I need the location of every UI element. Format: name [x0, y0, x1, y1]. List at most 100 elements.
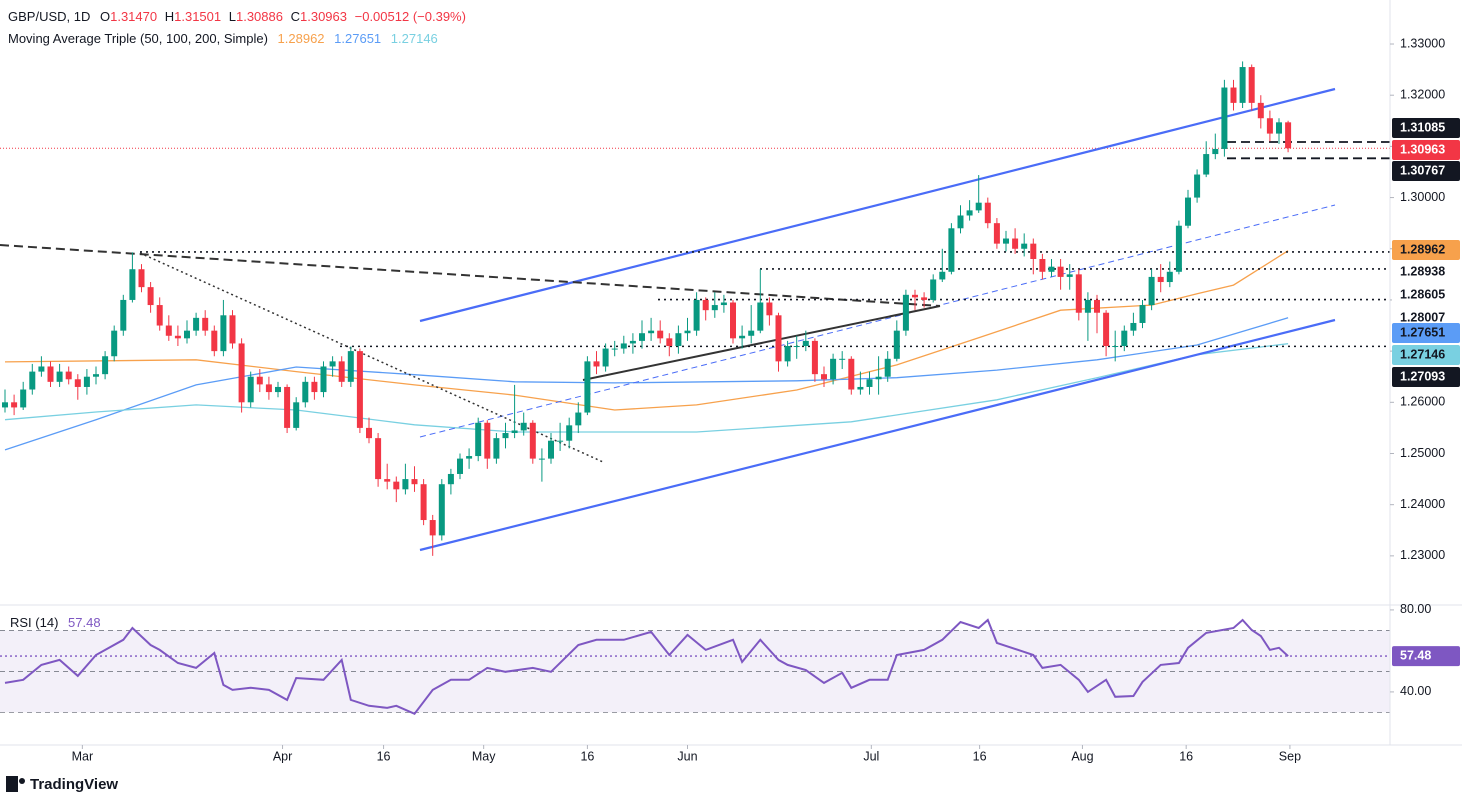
header-line: GBP/USD, 1D O1.31470 H1.31501 L1.30886 C… — [8, 9, 466, 24]
candle-body — [984, 202, 991, 224]
candle-body — [593, 361, 600, 367]
rsi-badge — [1392, 646, 1460, 667]
high-label: H — [165, 9, 174, 24]
candle-body — [484, 422, 491, 459]
candle-body — [11, 402, 18, 408]
candle-body — [848, 358, 855, 390]
candle-body — [1285, 122, 1292, 149]
candle-body — [247, 376, 254, 403]
rsi-value: 57.48 — [68, 615, 101, 630]
candles — [2, 61, 1292, 556]
candle-body — [548, 440, 554, 459]
candle-body — [566, 425, 573, 441]
x-tick-label: 16 — [377, 749, 391, 763]
price-badge-label: 1.28962 — [1400, 242, 1445, 256]
y-tick-label: 1.23000 — [1400, 548, 1445, 562]
candle-body — [884, 358, 891, 377]
candle-body — [2, 402, 8, 408]
candle-body — [893, 330, 900, 359]
price-badge-label: 1.27146 — [1400, 347, 1445, 361]
candle-body — [802, 340, 809, 347]
candle-body — [575, 412, 582, 426]
candle-body — [320, 366, 327, 393]
candle-body — [711, 305, 718, 311]
candle-body — [111, 330, 118, 357]
price-badge — [1392, 345, 1460, 365]
trend-line-dashed — [0, 244, 941, 307]
candle-body — [275, 386, 281, 393]
price-badge — [1392, 240, 1460, 260]
candle-body — [993, 223, 1000, 244]
drawings — [0, 87, 1390, 552]
candle-body — [1221, 87, 1228, 149]
candle-body — [1185, 197, 1191, 226]
price-badge-label: 1.30963 — [1400, 142, 1445, 156]
y-tick-label: 1.32000 — [1400, 87, 1445, 101]
candle-body — [1112, 346, 1119, 348]
candle-body — [702, 299, 709, 311]
candle-body — [1066, 274, 1073, 277]
candle-body — [1012, 238, 1019, 249]
candle-body — [1003, 238, 1009, 244]
price-badge-label: 1.30767 — [1400, 163, 1445, 177]
candle-body — [784, 346, 791, 362]
candle-body — [1212, 148, 1219, 155]
brand: TradingView — [30, 776, 118, 793]
rsi-legend: RSI (14) 57.48 — [10, 615, 101, 630]
indicator: Moving Average Triple (50, 100, 200, Sim… — [8, 31, 268, 46]
candle-body — [174, 335, 181, 339]
x-tick-label: Mar — [72, 749, 94, 763]
close: 1.30963 — [300, 9, 347, 24]
candle-body — [793, 346, 800, 348]
moving-average — [4, 250, 1289, 411]
candle-body — [1030, 243, 1037, 259]
candle-body — [1203, 154, 1210, 175]
candle-body — [966, 210, 973, 216]
candle-body — [493, 438, 500, 459]
logo-mark — [6, 776, 18, 792]
trend-line-solid — [582, 305, 941, 381]
candle-body — [948, 228, 955, 272]
x-tick-label: 16 — [973, 749, 987, 763]
price-badge — [1392, 323, 1460, 343]
rsi-name: RSI (14) — [10, 615, 58, 630]
candle-body — [1239, 67, 1246, 103]
candle-body — [65, 371, 72, 380]
low: 1.30886 — [236, 9, 283, 24]
candle-body — [466, 456, 473, 459]
candle-body — [684, 330, 691, 334]
candle-body — [902, 294, 909, 331]
price-badge-label: 1.31085 — [1400, 120, 1445, 134]
candle-body — [657, 330, 664, 339]
moving-average — [4, 343, 1289, 433]
candle-body — [165, 325, 172, 336]
candle-body — [29, 371, 36, 390]
ma-value: 1.27146 — [391, 31, 438, 46]
candle-body — [739, 335, 746, 339]
candle-body — [256, 376, 263, 385]
y-tick-label: 1.33000 — [1400, 36, 1445, 50]
candle-body — [420, 484, 427, 521]
candle-body — [1103, 312, 1110, 347]
y-tick-label: 1.25000 — [1400, 446, 1445, 460]
candle-body — [147, 287, 154, 306]
candle-body — [393, 481, 400, 490]
candle-body — [748, 330, 755, 336]
x-tick-label: May — [472, 749, 496, 763]
candle-body — [1039, 258, 1046, 272]
x-tick-label: Apr — [273, 749, 292, 763]
candle-body — [375, 438, 382, 480]
open-label: O — [100, 9, 110, 24]
candle-body — [975, 202, 982, 211]
candle-body — [766, 302, 773, 316]
high: 1.31501 — [174, 9, 221, 24]
candle-body — [429, 520, 436, 536]
change: −0.00512 (−0.39%) — [355, 9, 466, 24]
candle-body — [502, 433, 509, 439]
candle-body — [38, 366, 45, 372]
candle-body — [293, 402, 300, 428]
candle-body — [1157, 276, 1164, 283]
candle-body — [584, 361, 591, 413]
candle-body — [1057, 266, 1064, 277]
candle-body — [1166, 271, 1173, 283]
